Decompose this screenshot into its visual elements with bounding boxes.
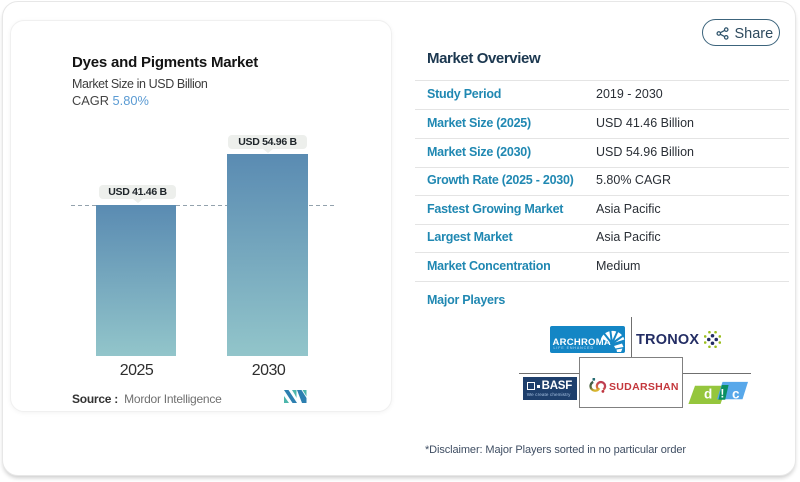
- svg-text:d: d: [704, 387, 712, 402]
- svg-text:c: c: [732, 387, 740, 402]
- svg-text:!: !: [720, 387, 724, 401]
